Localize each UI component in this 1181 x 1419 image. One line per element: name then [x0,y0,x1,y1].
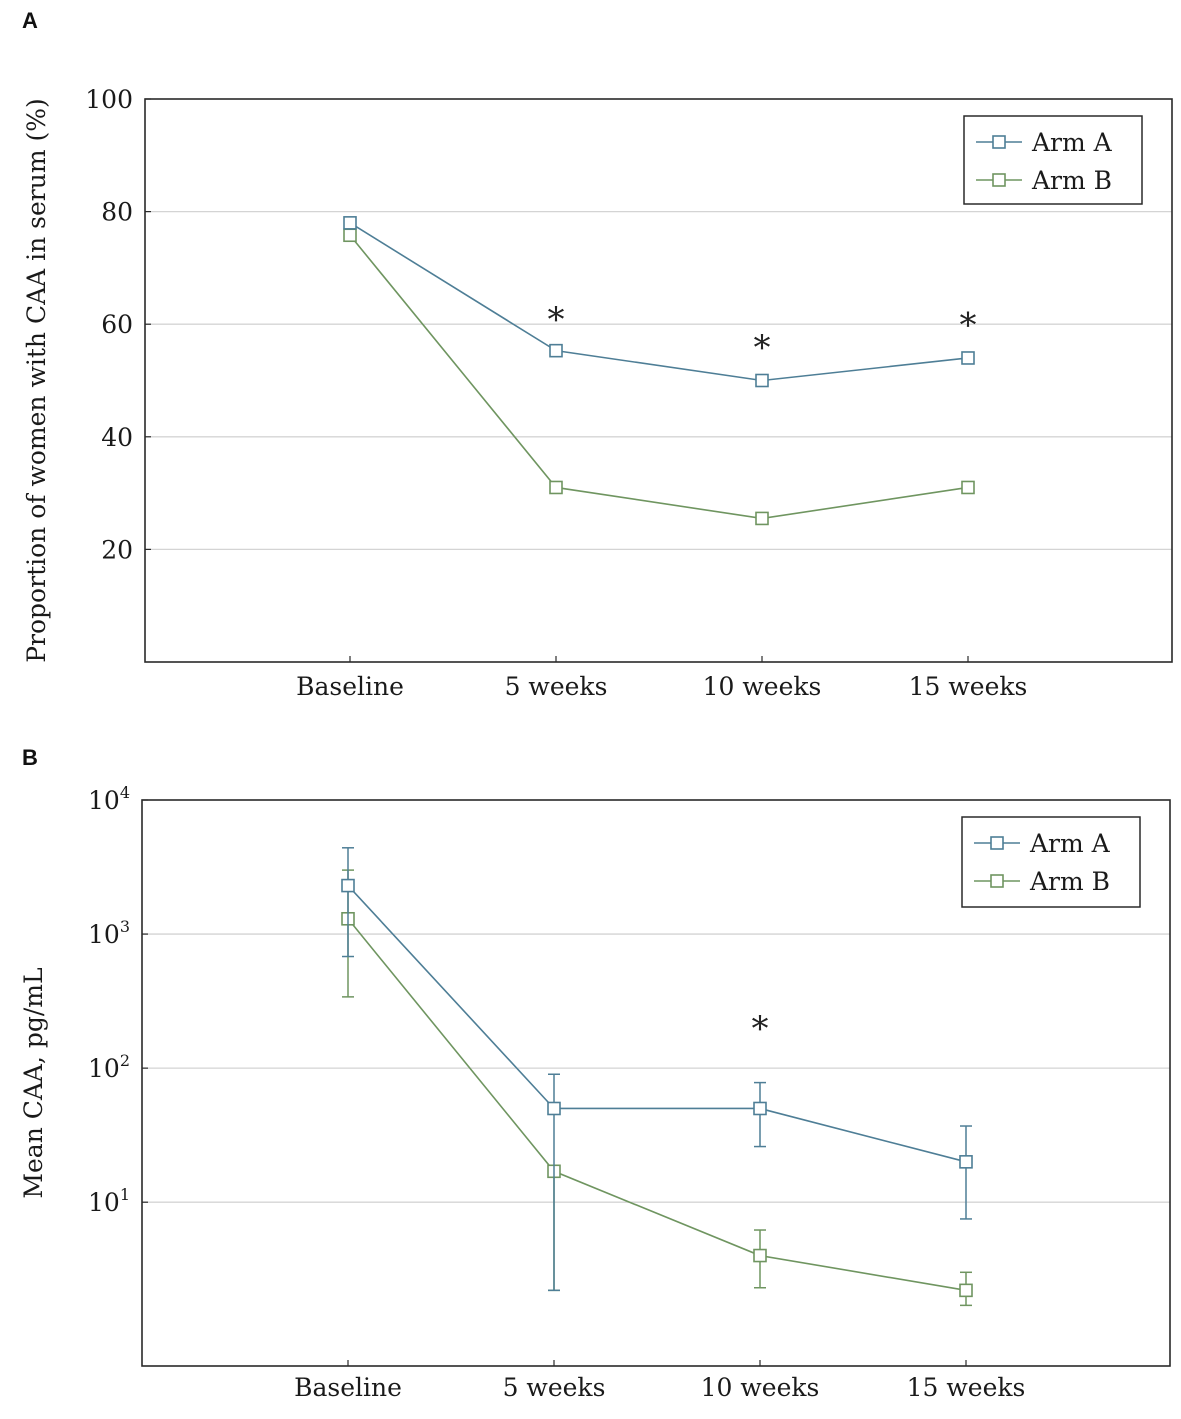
panel-b-significance-marker: * [752,1009,769,1049]
panel-b-ytick-base: 10 [88,920,120,949]
panel-a-plot-frame [144,98,1173,663]
panel-a-xtick-label-15-weeks: 15 weeks [909,672,1028,701]
panel-a-legend-arm-b-label: Arm B [1031,166,1112,195]
panel-b-ytick-label: 101 [88,1185,130,1217]
panel-b-xtick-label-5-weeks: 5 weeks [503,1373,606,1402]
panel-a-arm-b-line [349,234,969,520]
panel-a-arm-b-point-15-weeks [961,480,975,495]
panel-a-arm-b-point-baseline [343,228,357,243]
panel-b-arm-a-point-15-weeks [959,1155,973,1169]
panel-a-ytick-label: 60 [101,310,133,339]
panel-b-arm-b-point-15-weeks [959,1283,973,1298]
panel-b-ytick-exponent: 1 [120,1185,130,1204]
panel-a-legend-box [963,115,1143,205]
panel-b-xtick-label-15-weeks: 15 weeks [907,1373,1026,1402]
panel-a-significance-marker: * [754,328,771,368]
panel-b-ytick-label: 103 [88,917,130,949]
panel-a-legend-arm-a-label: Arm A [1031,128,1113,157]
panel-a-ytick-label: 80 [101,198,133,227]
panel-b-y-axis-title: Mean CAA, pg/mL [19,967,48,1198]
panel-b-xtick-label-10-weeks: 10 weeks [701,1373,820,1402]
panel-b-ytick-exponent: 3 [120,917,130,936]
panel-a-ytick-label: 100 [85,85,133,114]
panel-a-xtick-label-5-weeks: 5 weeks [505,672,608,701]
panel-b-ytick-label: 104 [88,783,130,815]
panel-b-ytick-base: 10 [88,1054,120,1083]
panel-b-arm-b-point-10-weeks [753,1248,767,1263]
panel-b-xtick-label-baseline: Baseline [294,1373,402,1402]
panel-a-arm-a-point-baseline [343,216,357,230]
panel-a-ytick-label: 20 [101,535,133,564]
panel-a-significance-marker: * [548,300,565,340]
panel-a-ytick-label: 40 [101,423,133,452]
panel-b-arm-a-point-5-weeks [547,1101,561,1116]
panel-a-xtick-label-baseline: Baseline [296,672,404,701]
panel-b-ytick-base: 10 [88,786,120,815]
panel-b-arm-a-point-10-weeks [753,1101,767,1116]
panel-a-arm-b-point-10-weeks [755,511,769,526]
panel-b-arm-b-line [347,918,967,1292]
panel-a-arm-a-line [349,222,969,382]
panel-b-ytick-exponent: 4 [120,783,130,802]
panel-a-letter: A [22,8,38,33]
panel-b-plot-frame [141,799,1171,1367]
panel-a-arm-a-point-5-weeks [549,343,563,358]
panel-b-legend-arm-a-swatch-marker [990,836,1004,850]
panel-a-legend-arm-b-swatch-marker [992,173,1006,187]
panel-b-ytick-base: 10 [88,1188,120,1217]
panel-a-arm-b-point-5-weeks [549,480,563,495]
panel-b-ytick-label: 102 [88,1051,130,1083]
panel-a: A 20 40 60 80 100 Baseline 5 weeks 10 weeks 15 we… [22,8,1173,701]
panel-b-legend-box [961,816,1141,908]
panel-b-legend-arm-b-swatch-marker [990,874,1004,888]
panel-a-xtick-label-10-weeks: 10 weeks [703,672,822,701]
panel-a-legend-arm-a-swatch-marker [992,135,1006,149]
panel-a-arm-a-point-10-weeks [755,373,769,388]
panel-b-legend-arm-a-label: Arm A [1029,829,1111,858]
panel-a-significance-marker: * [960,306,977,346]
panel-b-legend-arm-b-label: Arm B [1029,867,1110,896]
panel-a-y-axis-title: Proportion of women with CAA in serum (%… [22,98,51,663]
panel-a-arm-a-point-15-weeks [961,351,975,365]
panel-b-arm-a-line [347,885,967,1163]
panel-b-ytick-exponent: 2 [120,1051,130,1070]
panel-b-letter: B [22,745,38,770]
panel-b-arm-a-point-baseline [341,878,355,893]
